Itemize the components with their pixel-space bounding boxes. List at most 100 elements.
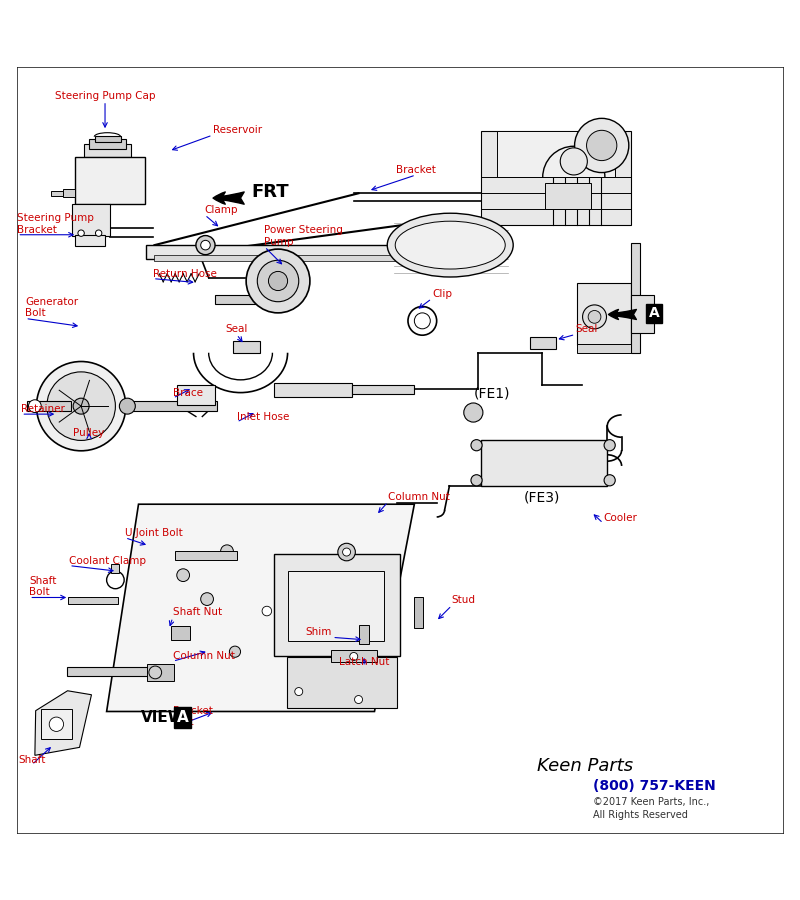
Polygon shape — [106, 504, 414, 712]
Bar — [67, 597, 118, 604]
Bar — [215, 294, 266, 304]
Bar — [171, 626, 190, 640]
Circle shape — [350, 652, 358, 661]
Bar — [577, 283, 631, 345]
Circle shape — [586, 130, 617, 160]
Text: Column Nut: Column Nut — [388, 491, 450, 502]
Bar — [175, 551, 238, 560]
Circle shape — [221, 544, 234, 558]
Text: Shaft: Shaft — [18, 755, 46, 765]
Text: Generator
Bolt: Generator Bolt — [26, 297, 78, 319]
Text: Retainer: Retainer — [22, 404, 65, 414]
Bar — [482, 131, 631, 225]
Text: VIEW: VIEW — [141, 710, 186, 725]
Ellipse shape — [395, 221, 506, 269]
Circle shape — [177, 569, 190, 581]
Circle shape — [47, 372, 115, 440]
Bar — [66, 667, 161, 676]
Bar — [147, 663, 174, 681]
Bar — [482, 439, 607, 486]
Text: FRT: FRT — [251, 184, 289, 202]
Bar — [74, 157, 145, 204]
Bar — [530, 337, 556, 349]
Text: Cooler: Cooler — [603, 513, 637, 523]
Circle shape — [37, 362, 126, 451]
Text: Return Hose: Return Hose — [153, 268, 217, 279]
Text: Bracket
Bolt: Bracket Bolt — [173, 706, 213, 727]
Circle shape — [269, 272, 287, 291]
Text: Seal: Seal — [226, 324, 248, 335]
Text: (FE1): (FE1) — [474, 387, 510, 400]
Circle shape — [230, 646, 241, 657]
Bar — [631, 243, 640, 353]
Text: Steering Pump
Bracket: Steering Pump Bracket — [18, 213, 94, 235]
Text: Shim: Shim — [306, 627, 332, 637]
Polygon shape — [35, 691, 91, 755]
Bar — [286, 657, 397, 707]
Bar — [414, 598, 423, 628]
Bar — [74, 235, 105, 246]
Circle shape — [73, 398, 89, 414]
Circle shape — [294, 688, 302, 696]
Circle shape — [338, 544, 355, 561]
Text: ©2017 Keen Parts, Inc.,: ©2017 Keen Parts, Inc., — [593, 797, 710, 807]
Text: Latch Nut: Latch Nut — [339, 657, 390, 667]
Bar — [352, 385, 414, 394]
Bar — [89, 140, 126, 148]
Circle shape — [119, 398, 135, 414]
Bar — [631, 294, 654, 333]
Circle shape — [471, 474, 482, 486]
Text: Reservoir: Reservoir — [213, 125, 262, 135]
Bar — [358, 626, 369, 644]
Text: Seal: Seal — [575, 324, 598, 335]
Circle shape — [560, 148, 587, 175]
Circle shape — [29, 400, 42, 412]
Text: Clip: Clip — [432, 289, 452, 299]
Bar — [288, 572, 384, 642]
Circle shape — [588, 310, 601, 323]
Text: (FE3): (FE3) — [523, 491, 560, 504]
Text: Shaft
Bolt: Shaft Bolt — [30, 576, 57, 598]
Text: All Rights Reserved: All Rights Reserved — [593, 810, 688, 820]
Bar — [498, 131, 615, 177]
Circle shape — [471, 439, 482, 451]
Circle shape — [78, 230, 84, 237]
Bar — [545, 183, 591, 209]
Text: Steering Pump Cap: Steering Pump Cap — [54, 91, 155, 101]
Bar — [177, 385, 215, 405]
Bar — [94, 136, 121, 142]
Bar — [577, 344, 631, 353]
Text: Clamp: Clamp — [205, 205, 238, 215]
Circle shape — [50, 717, 63, 732]
Circle shape — [354, 696, 362, 704]
Bar — [234, 341, 260, 353]
Text: Coolant Clamp: Coolant Clamp — [69, 555, 146, 565]
Circle shape — [149, 666, 162, 679]
Circle shape — [201, 593, 214, 606]
Bar — [274, 554, 400, 656]
Bar — [27, 400, 70, 411]
Text: Power Steering
Pump: Power Steering Pump — [265, 225, 343, 247]
Circle shape — [604, 474, 615, 486]
Text: (800) 757-KEEN: (800) 757-KEEN — [593, 778, 716, 793]
Bar — [274, 383, 352, 397]
Bar — [154, 256, 474, 261]
Text: Keen Parts: Keen Parts — [537, 757, 634, 775]
Circle shape — [342, 548, 350, 556]
Text: A: A — [177, 710, 189, 725]
Bar — [42, 709, 71, 740]
Circle shape — [604, 439, 615, 451]
Circle shape — [582, 305, 606, 328]
Text: A: A — [649, 306, 659, 320]
Bar — [146, 245, 478, 258]
Text: Pulley: Pulley — [74, 428, 105, 438]
Circle shape — [258, 260, 298, 302]
Circle shape — [574, 119, 629, 173]
Bar — [71, 204, 110, 237]
Bar — [330, 650, 377, 662]
Text: Bracket: Bracket — [396, 165, 436, 175]
Circle shape — [262, 607, 272, 616]
Text: U Joint Bolt: U Joint Bolt — [125, 527, 182, 537]
Bar — [83, 144, 131, 157]
Text: Stud: Stud — [452, 596, 476, 606]
